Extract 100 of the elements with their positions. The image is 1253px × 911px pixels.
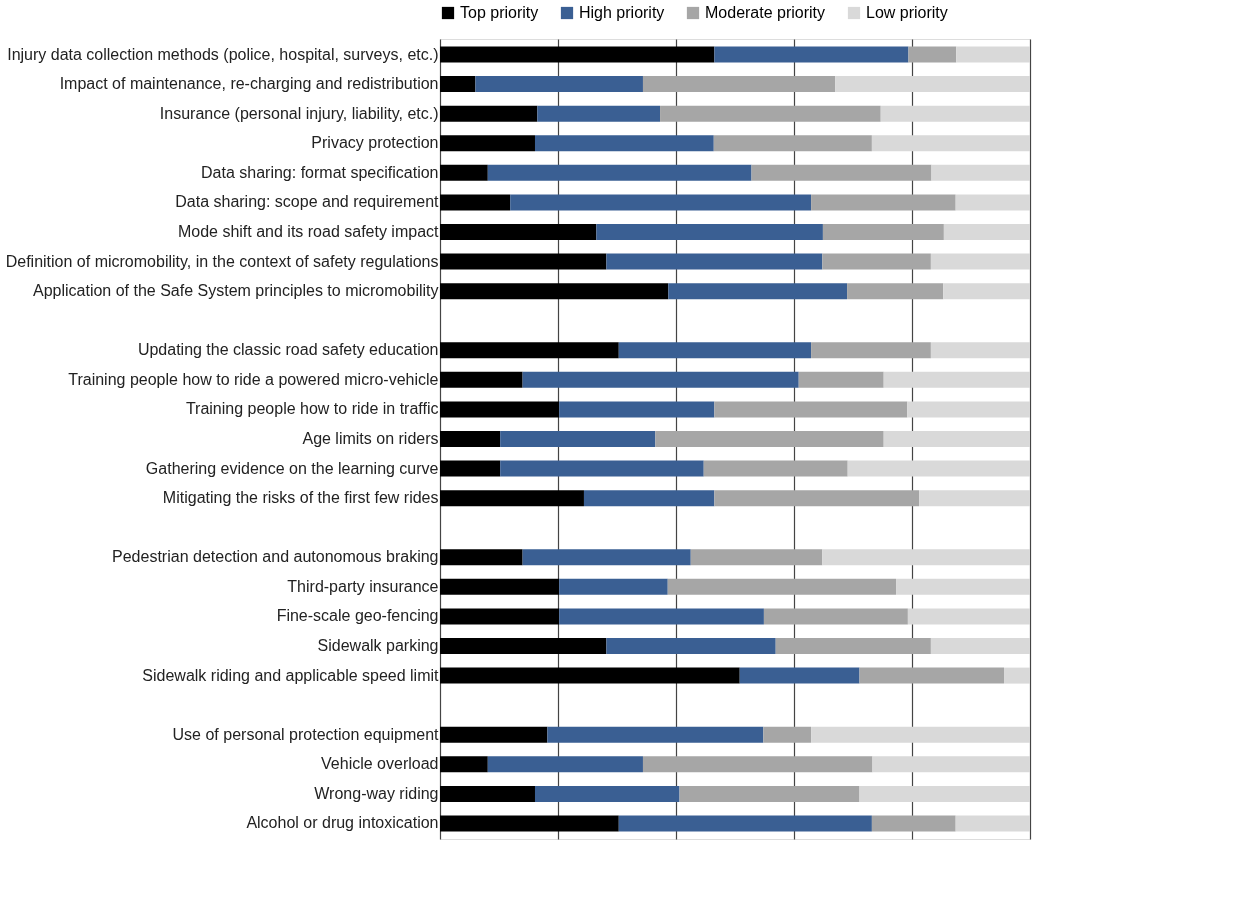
y-tick-label: Data sharing: scope and requirement (175, 193, 440, 211)
bar (440, 785, 535, 802)
bar (763, 726, 812, 743)
bar (763, 608, 908, 625)
bar (440, 194, 511, 211)
bar (847, 283, 944, 300)
bar (811, 726, 1030, 743)
bar (500, 460, 704, 477)
bar (930, 638, 1030, 655)
bar (440, 46, 715, 63)
bar (606, 638, 776, 655)
legend-label: Low priority (866, 4, 948, 21)
bar (583, 490, 715, 507)
bar (440, 608, 560, 625)
bar (655, 431, 884, 447)
bar (668, 283, 848, 300)
bar (822, 253, 931, 270)
bar (880, 105, 1030, 122)
bar (871, 815, 956, 832)
bar (835, 76, 1030, 93)
bar (440, 76, 476, 93)
bar (943, 223, 1030, 240)
y-tick-label: Age limits on riders (302, 430, 439, 447)
bar (943, 283, 1030, 300)
bar (440, 342, 619, 359)
bar (618, 342, 812, 359)
bar (931, 164, 1030, 181)
bar (751, 164, 932, 181)
bar (440, 431, 501, 447)
bar (883, 431, 1030, 447)
bar (679, 785, 860, 802)
y-tick-label: Definition of micromobility, in the context of safety regulations (5, 252, 439, 270)
bar (660, 105, 881, 122)
bar (642, 76, 836, 93)
bar (713, 135, 872, 152)
bar (440, 135, 535, 152)
bar (714, 401, 908, 418)
bar (872, 756, 1030, 773)
bar (440, 667, 740, 684)
bar (440, 401, 560, 418)
bar (440, 460, 501, 477)
y-tick-label: Gathering evidence on the learning curve (145, 459, 439, 477)
bar (440, 549, 523, 566)
bar (896, 578, 1030, 595)
bar (534, 785, 680, 802)
legend-label: Moderate priority (705, 4, 826, 21)
bar (775, 638, 931, 655)
bar (822, 223, 944, 240)
bar (955, 194, 1030, 211)
y-tick-label: Alcohol or drug intoxication (246, 814, 439, 832)
bar (440, 253, 607, 270)
bar (871, 135, 1030, 152)
bar (642, 756, 873, 773)
bar (606, 253, 823, 270)
bar (559, 401, 715, 418)
bar (440, 105, 538, 122)
bar (847, 460, 1030, 477)
bar (487, 756, 643, 773)
bar (475, 76, 643, 93)
y-tick-label: Data sharing: format specification (201, 163, 439, 181)
legend-label: Top priority (460, 4, 539, 21)
bar (908, 46, 957, 63)
bar (440, 756, 488, 773)
y-tick-label: Wrong-way riding (314, 784, 439, 802)
bar (859, 667, 1005, 684)
y-tick-label: Pedestrian detection and autonomous braking (112, 548, 439, 566)
bar (714, 490, 920, 507)
bar (618, 815, 872, 832)
bar (739, 667, 860, 684)
bar (956, 46, 1030, 63)
y-tick-label: Training people how to ride a powered micro-vehicle (68, 370, 439, 388)
bar (522, 371, 799, 388)
bar (510, 194, 812, 211)
bar (559, 578, 668, 595)
bar (537, 105, 661, 122)
bar (440, 223, 597, 240)
y-tick-label: Sidewalk riding and applicable speed limit (142, 666, 440, 684)
y-tick-label: Insurance (personal injury, liability, etc.) (159, 104, 439, 122)
bar (703, 460, 848, 477)
bar (440, 283, 669, 300)
y-tick-label: Use of personal protection equipment (172, 725, 440, 743)
y-tick-label: Fine-scale geo-fencing (276, 607, 439, 625)
bar (811, 194, 956, 211)
bar (500, 431, 656, 447)
y-tick-label: Vehicle overload (321, 755, 439, 773)
bar (1004, 667, 1030, 684)
y-tick-label: Sidewalk parking (317, 637, 439, 655)
y-tick-label: Injury data collection methods (police, hospital, surveys, etc.) (7, 45, 439, 63)
bar (907, 401, 1030, 418)
bar (440, 490, 584, 507)
bar (930, 342, 1030, 359)
bar (811, 342, 931, 359)
bar (859, 785, 1030, 802)
y-tick-label: Mitigating the risks of the first few rides (162, 489, 439, 507)
bar (534, 135, 714, 152)
bar (440, 164, 488, 181)
bar (955, 815, 1030, 832)
bar (822, 549, 1030, 566)
bar (440, 371, 523, 388)
bar (440, 638, 607, 655)
